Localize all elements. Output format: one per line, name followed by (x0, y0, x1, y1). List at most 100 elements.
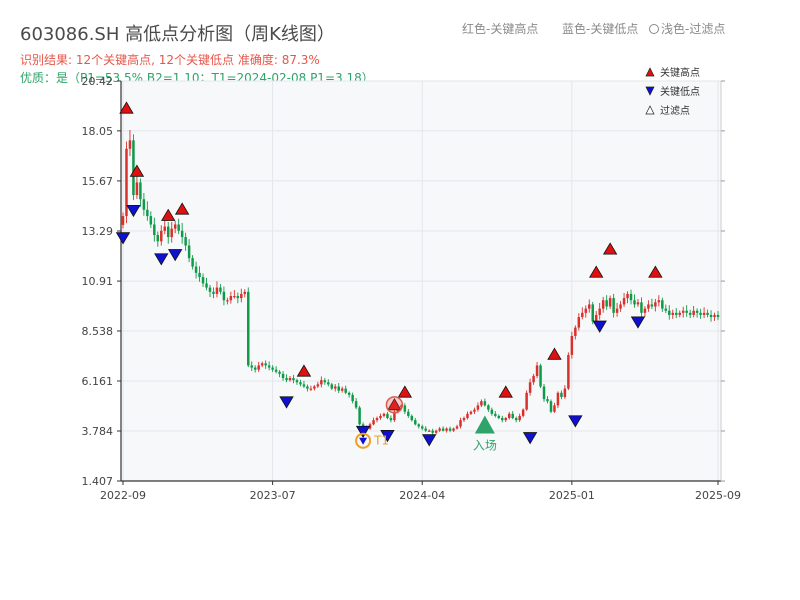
candle-body (219, 287, 222, 292)
candle-body (410, 415, 414, 421)
candle-body (466, 413, 469, 419)
candle-body (330, 384, 334, 389)
entry-label: 入场 (473, 438, 497, 452)
candle-body (149, 216, 153, 225)
candle-body (340, 388, 344, 391)
candle-body (198, 272, 201, 278)
key-low-marker (279, 396, 294, 409)
candle-body (629, 293, 633, 301)
candle-body (699, 312, 702, 315)
candle-body (459, 420, 462, 427)
candle-body (650, 304, 654, 307)
candle-body (386, 413, 389, 419)
candle-body (208, 287, 212, 292)
candle-body (542, 386, 546, 400)
candle-body (407, 411, 410, 416)
candle-body (424, 428, 427, 431)
candle-body (591, 304, 594, 322)
candle-body (605, 300, 608, 307)
candle-body (403, 405, 407, 412)
key-low-marker (126, 204, 141, 218)
candle-body (215, 287, 219, 294)
candle-body (525, 392, 528, 410)
candle-body (598, 308, 601, 315)
candle-body (532, 375, 535, 383)
candle-body (448, 428, 452, 431)
candle-body (285, 378, 288, 381)
candle-body (601, 300, 605, 309)
candle-body (229, 296, 233, 301)
candle-body (205, 283, 208, 288)
candle-body (452, 428, 455, 431)
circle-icon (649, 24, 659, 34)
candle-body (306, 386, 309, 389)
candle-body (382, 413, 386, 416)
t1-marker (355, 432, 372, 449)
candle-body (351, 394, 354, 402)
candle-body (462, 418, 466, 421)
candle-body (243, 291, 247, 294)
candle-body (146, 209, 149, 217)
candle-body (678, 312, 681, 315)
candle-body (201, 277, 205, 284)
header-legend-light-label: 浅色-过滤点 (661, 22, 726, 36)
candle-body (685, 310, 688, 313)
candle-body (688, 312, 692, 315)
candle-body (173, 224, 177, 229)
candle-body (619, 304, 622, 309)
candle-body (681, 310, 685, 313)
key-high-marker (387, 398, 402, 411)
legend-label-1: 关键低点 (660, 85, 700, 98)
candle-body (414, 420, 417, 425)
y-tick-label: 10.91 (82, 275, 114, 288)
key-high-marker (119, 101, 134, 114)
key-low-marker (380, 430, 395, 443)
candle-body (247, 291, 250, 366)
candle-body (615, 308, 619, 313)
candle-body (664, 308, 668, 311)
candle-body (156, 234, 160, 242)
candle-body (292, 378, 295, 381)
candle-body (695, 310, 699, 313)
candle-body (212, 291, 215, 294)
y-tick-label: 8.538 (82, 325, 114, 338)
candle-body (716, 314, 720, 318)
candle-body (563, 388, 567, 397)
candle-body (521, 409, 525, 416)
candle-body (528, 382, 532, 393)
candle-body (139, 182, 142, 200)
candle-body (288, 378, 292, 381)
candle-body (170, 228, 173, 238)
candle-body (671, 312, 675, 315)
candle-body (344, 388, 347, 393)
candle-body (135, 182, 139, 196)
candle-body (577, 317, 581, 328)
candle-body (702, 312, 706, 315)
key-low-marker (154, 253, 169, 266)
candle-body (640, 302, 643, 313)
key-high-marker (547, 347, 562, 360)
candle-body (622, 298, 626, 305)
candle-body (567, 354, 570, 389)
candle-body (549, 401, 553, 412)
t1-label: T1 (373, 434, 389, 448)
candle-body (431, 430, 434, 433)
candle-body (487, 405, 490, 410)
candle-body (264, 363, 267, 366)
header-legend-blue: 蓝色-关键低点 (562, 22, 639, 36)
candle-body (633, 300, 636, 305)
candle-body (320, 380, 323, 385)
candle-body (553, 405, 556, 412)
candle-body (494, 413, 497, 416)
candle-body (713, 314, 716, 318)
key-low-marker (421, 434, 437, 447)
x-tick-label: 2024-04 (399, 489, 445, 502)
y-tick-label: 1.407 (82, 475, 114, 488)
candle-body (584, 308, 588, 313)
recognition-result: 识别结果: 12个关键高点, 12个关键低点 准确度: 87.3% (20, 53, 320, 67)
candle-body (313, 386, 316, 389)
candle-body (400, 405, 403, 408)
candle-body (473, 409, 476, 412)
candle-body (518, 415, 521, 421)
key-high-marker (648, 265, 663, 278)
